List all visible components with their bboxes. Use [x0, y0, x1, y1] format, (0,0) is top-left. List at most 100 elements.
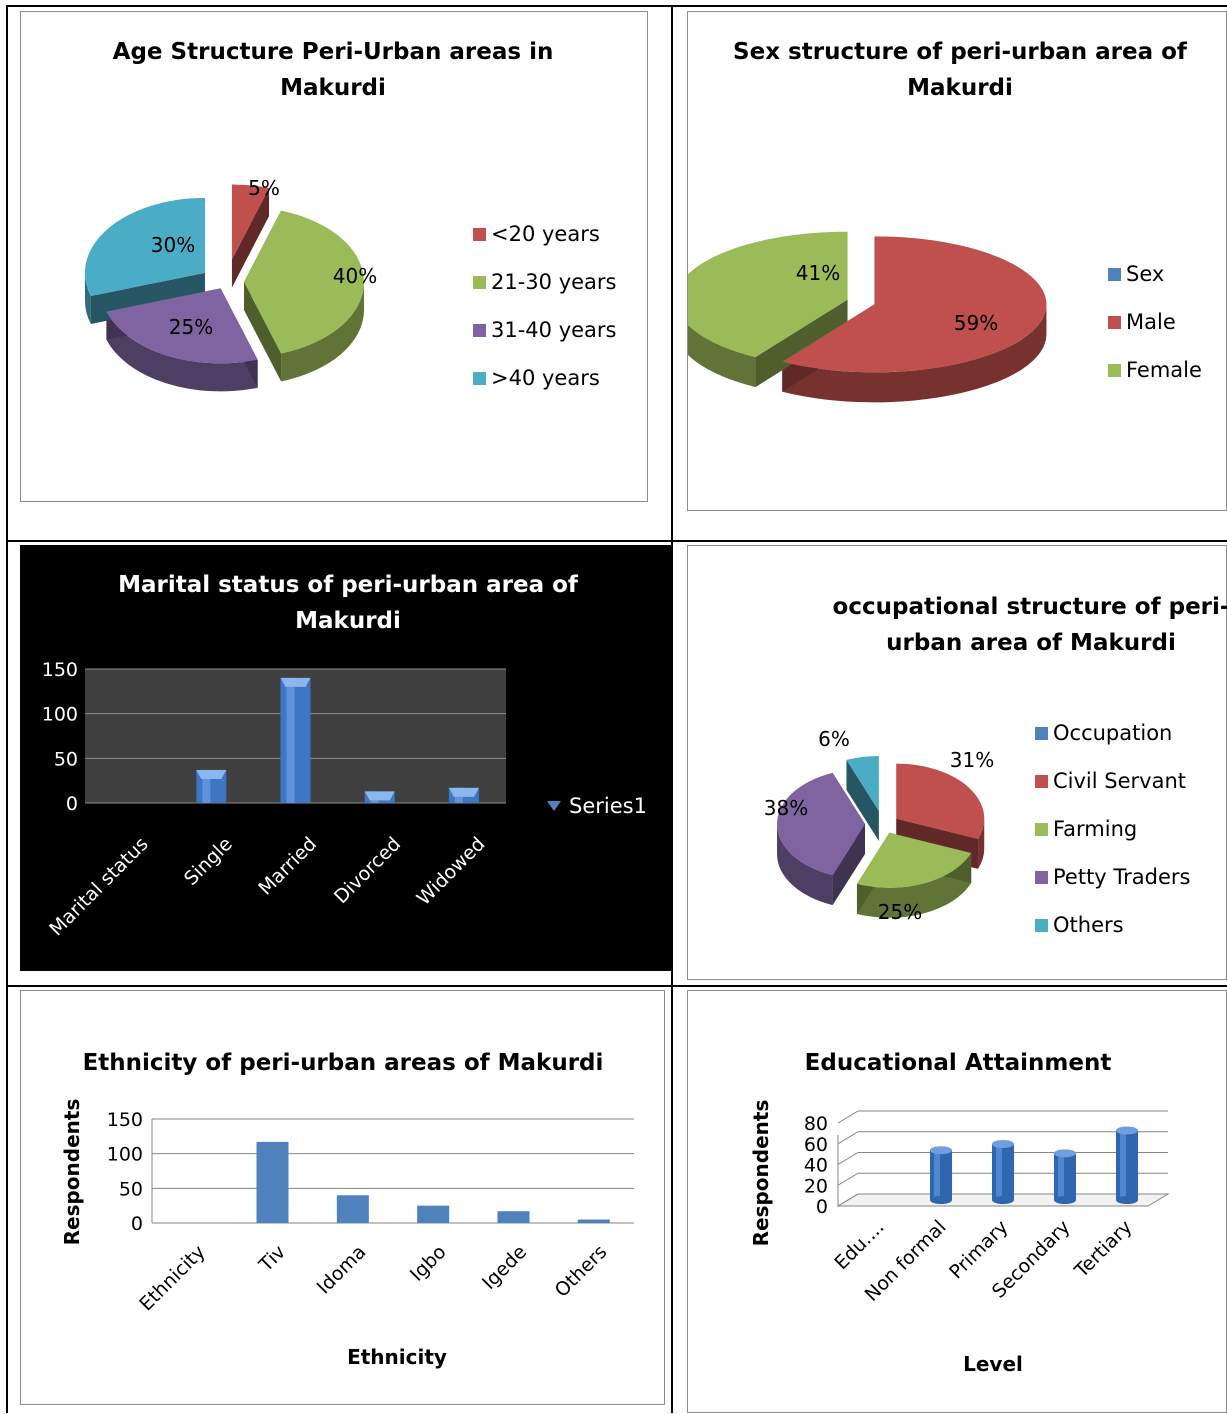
chart-title: Educational Attainment	[805, 1050, 1112, 1076]
y-tick-label: 50	[54, 748, 78, 770]
pie-slice-face	[244, 282, 282, 382]
gridline	[837, 1131, 1168, 1145]
pie-slice	[782, 236, 1047, 373]
bar-top	[1116, 1126, 1138, 1135]
table-divider-row-1	[6, 540, 1227, 542]
bar-highlight	[202, 769, 211, 803]
pie-data-label: 31%	[950, 748, 994, 772]
legend-swatch	[473, 276, 486, 289]
pie-slice-side	[281, 282, 364, 382]
legend-label: 21-30 years	[491, 270, 617, 294]
legend-swatch	[1035, 775, 1048, 788]
x-tick-label: Divorced	[330, 833, 405, 908]
y-tick-label: 0	[131, 1213, 143, 1235]
x-tick-label: Marital status	[45, 833, 152, 940]
x-axis-title: Level	[963, 1352, 1023, 1376]
legend-label: Female	[1126, 358, 1202, 382]
bar-highlight	[934, 1150, 940, 1200]
bar-top	[930, 1146, 952, 1155]
chart-title: Ethnicity of peri-urban areas of Makurdi	[83, 1050, 604, 1076]
legend-swatch	[1035, 823, 1048, 836]
pie-data-label: 5%	[248, 176, 280, 200]
table-border-left	[6, 5, 8, 1413]
table-divider-vertical	[671, 5, 673, 1413]
x-tick-label: Married	[254, 833, 321, 900]
legend-label: 31-40 years	[491, 318, 617, 342]
marital-status-svg: Marital status of peri-urban area of Maku…	[42, 572, 647, 940]
pie-slice-side	[978, 818, 985, 869]
pie-data-label: 38%	[764, 796, 808, 820]
legend-swatch	[473, 372, 486, 385]
legend-swatch	[1108, 268, 1121, 281]
chart-title: Marital status of peri-urban area of	[118, 572, 579, 598]
legend-swatch	[547, 801, 561, 811]
bar-cap	[448, 787, 479, 797]
bar-highlight	[996, 1143, 1002, 1200]
chart-title: Makurdi	[280, 75, 386, 101]
legend-swatch	[1035, 919, 1048, 932]
bar	[256, 1141, 289, 1223]
x-tick-label: Ethnicity	[135, 1241, 209, 1315]
y-tick-label: 0	[66, 793, 78, 815]
bar-bottom	[992, 1196, 1014, 1204]
legend-label: Petty Traders	[1053, 865, 1190, 889]
marital-status-chart: Marital status of peri-urban area of Maku…	[20, 545, 671, 971]
pie-data-label: 25%	[878, 900, 922, 924]
x-tick-label: Tiv	[254, 1241, 290, 1277]
legend-label: Male	[1126, 310, 1176, 334]
pie-slice	[231, 184, 270, 260]
bar-highlight	[286, 677, 295, 803]
chart-title: Makurdi	[295, 608, 401, 634]
pie-slice	[688, 231, 848, 358]
x-tick-label: Others	[551, 1241, 612, 1302]
legend-swatch	[1035, 727, 1048, 740]
pie-slice	[856, 832, 972, 888]
x-tick-label: Idoma	[313, 1241, 371, 1299]
y-axis-title: Respondents	[60, 1099, 84, 1246]
y-tick-label: 100	[107, 1144, 143, 1166]
pie-slice	[777, 772, 865, 876]
chart-title: Makurdi	[907, 75, 1013, 101]
y-tick-label: 0	[816, 1196, 828, 1218]
bar-cap	[364, 791, 395, 801]
bar	[577, 1219, 610, 1223]
bar	[1116, 1130, 1138, 1200]
bar	[1054, 1153, 1076, 1200]
bar	[497, 1211, 530, 1223]
legend-swatch	[1108, 316, 1121, 329]
pie-slice-side	[106, 311, 258, 392]
table-border-top	[6, 5, 1227, 7]
chart-title: Sex structure of peri-urban area of	[733, 39, 1188, 65]
chart-title: occupational structure of peri-	[833, 594, 1227, 620]
pie-slice-face	[832, 824, 865, 906]
bar-top	[1054, 1149, 1076, 1158]
bar-bottom	[1054, 1196, 1076, 1204]
bar-top	[992, 1139, 1014, 1148]
bar-highlight	[1120, 1130, 1126, 1200]
y-tick-label: 80	[804, 1113, 828, 1135]
sex-structure-svg: Sex structure of peri-urban area of Makur…	[688, 39, 1202, 403]
pie-slice	[244, 210, 364, 354]
legend-label: Series1	[569, 794, 647, 818]
legend-label: Sex	[1126, 262, 1164, 286]
bar	[336, 1195, 369, 1223]
legend-label: Civil Servant	[1053, 769, 1186, 793]
pie-slice	[846, 756, 879, 812]
bar-cap	[280, 677, 311, 687]
x-axis-title: Ethnicity	[347, 1345, 447, 1369]
pie-slice	[84, 197, 205, 297]
pie-slice-face	[755, 299, 848, 388]
legend-label: <20 years	[491, 222, 600, 246]
pie-data-label: 30%	[151, 233, 195, 257]
legend-swatch	[473, 324, 486, 337]
gridline	[837, 1110, 1168, 1124]
bar	[417, 1205, 450, 1223]
y-tick-label: 50	[119, 1178, 143, 1200]
occupational-structure-chart: occupational structure of peri-urban are…	[687, 545, 1227, 980]
bar-highlight	[1058, 1153, 1064, 1200]
legend-swatch	[473, 228, 486, 241]
x-tick-label: Tertiary	[1070, 1216, 1137, 1283]
pie-slice-side	[782, 304, 1047, 403]
x-tick-label: Igbo	[406, 1241, 451, 1286]
y-tick-label: 60	[804, 1134, 828, 1156]
